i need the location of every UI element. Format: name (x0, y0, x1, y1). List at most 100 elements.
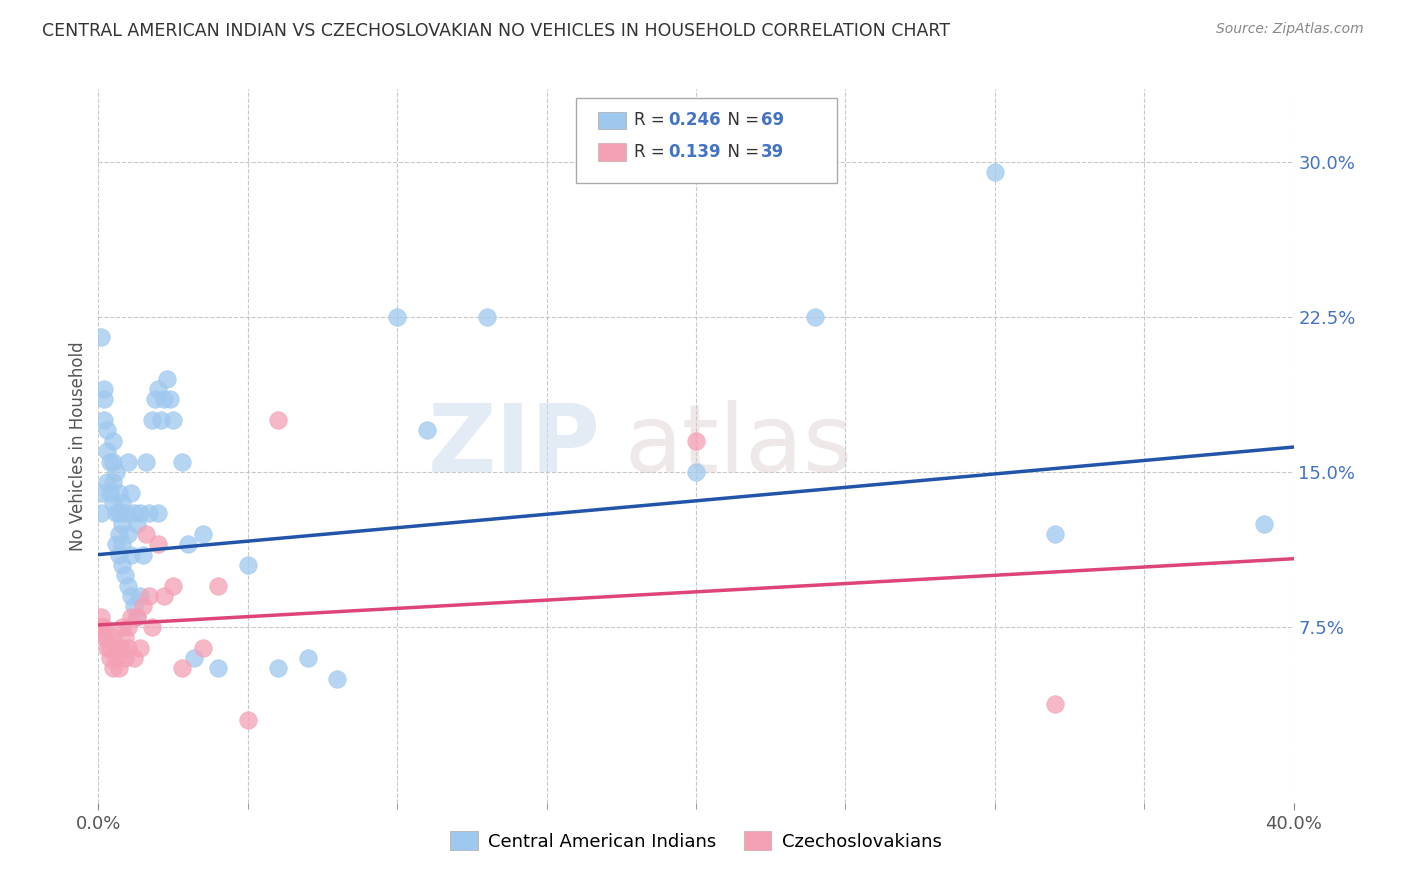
Text: R =: R = (634, 112, 671, 129)
Point (90, 485, 112, 500)
Y-axis label: No Vehicles in Household: No Vehicles in Household (69, 341, 87, 551)
Point (475, 310, 498, 324)
Point (156, 372, 179, 386)
Point (103, 661, 125, 675)
Point (267, 413, 290, 427)
Point (111, 516, 134, 531)
Point (117, 620, 139, 634)
Text: ZIP: ZIP (427, 400, 600, 492)
Point (96, 630, 118, 644)
Point (90, 506, 112, 520)
Text: CENTRAL AMERICAN INDIAN VS CZECHOSLOVAKIAN NO VEHICLES IN HOUSEHOLD CORRELATION : CENTRAL AMERICAN INDIAN VS CZECHOSLOVAKI… (42, 22, 950, 40)
Text: 39: 39 (761, 143, 785, 161)
Point (172, 454, 194, 468)
Point (120, 609, 142, 624)
Text: 0.246: 0.246 (668, 112, 720, 129)
Point (105, 537, 128, 551)
Point (117, 640, 139, 655)
Text: 0.139: 0.139 (668, 143, 720, 161)
Point (183, 651, 205, 665)
Point (93, 413, 115, 427)
Point (129, 640, 152, 655)
Point (111, 537, 134, 551)
Point (148, 506, 170, 520)
Point (127, 516, 149, 531)
Point (1043, 697, 1066, 711)
Point (385, 310, 409, 324)
Point (120, 485, 142, 500)
Point (191, 527, 214, 541)
Point (108, 506, 131, 520)
Point (129, 506, 152, 520)
Point (93, 620, 115, 634)
Text: atlas: atlas (624, 400, 852, 492)
Point (105, 640, 128, 655)
Point (96, 475, 118, 490)
Point (159, 392, 181, 407)
Point (90, 609, 112, 624)
Point (105, 651, 128, 665)
Point (90, 620, 112, 634)
Point (108, 485, 131, 500)
Point (111, 496, 134, 510)
Point (108, 548, 131, 562)
Point (984, 165, 1007, 179)
Point (127, 609, 149, 624)
Point (96, 444, 118, 458)
Point (150, 413, 173, 427)
Point (177, 537, 200, 551)
Point (103, 496, 125, 510)
Point (132, 548, 155, 562)
Point (120, 589, 142, 603)
Point (207, 579, 229, 593)
Point (236, 558, 259, 572)
Text: R =: R = (634, 143, 671, 161)
Point (108, 661, 131, 675)
Point (117, 454, 139, 468)
Point (1043, 527, 1066, 541)
Point (138, 589, 160, 603)
Point (804, 310, 827, 324)
Point (108, 640, 131, 655)
Point (111, 558, 134, 572)
Point (1253, 516, 1275, 531)
Point (103, 454, 125, 468)
Point (111, 620, 134, 634)
Point (108, 527, 131, 541)
Point (103, 475, 125, 490)
Point (117, 579, 139, 593)
Point (120, 548, 142, 562)
Point (117, 527, 139, 541)
Point (111, 640, 134, 655)
Point (96, 424, 118, 438)
Point (162, 579, 184, 593)
Point (98, 651, 122, 665)
Point (236, 713, 259, 727)
Point (162, 413, 184, 427)
Point (127, 609, 149, 624)
Point (143, 392, 166, 407)
Point (326, 672, 349, 686)
Point (153, 589, 176, 603)
Point (135, 527, 157, 541)
Text: N =: N = (717, 112, 765, 129)
Point (135, 454, 157, 468)
Point (297, 651, 319, 665)
Point (105, 465, 128, 479)
Point (141, 620, 163, 634)
Text: N =: N = (717, 143, 765, 161)
Point (105, 506, 128, 520)
Point (114, 651, 136, 665)
Point (685, 465, 707, 479)
Point (114, 568, 136, 582)
Point (98, 640, 122, 655)
Point (114, 630, 136, 644)
Point (93, 630, 115, 644)
Point (98, 485, 122, 500)
Point (114, 506, 136, 520)
Point (90, 620, 112, 634)
Point (124, 651, 146, 665)
Point (93, 392, 115, 407)
Point (191, 640, 214, 655)
Legend: Central American Indians, Czechoslovakians: Central American Indians, Czechoslovakia… (443, 824, 949, 858)
